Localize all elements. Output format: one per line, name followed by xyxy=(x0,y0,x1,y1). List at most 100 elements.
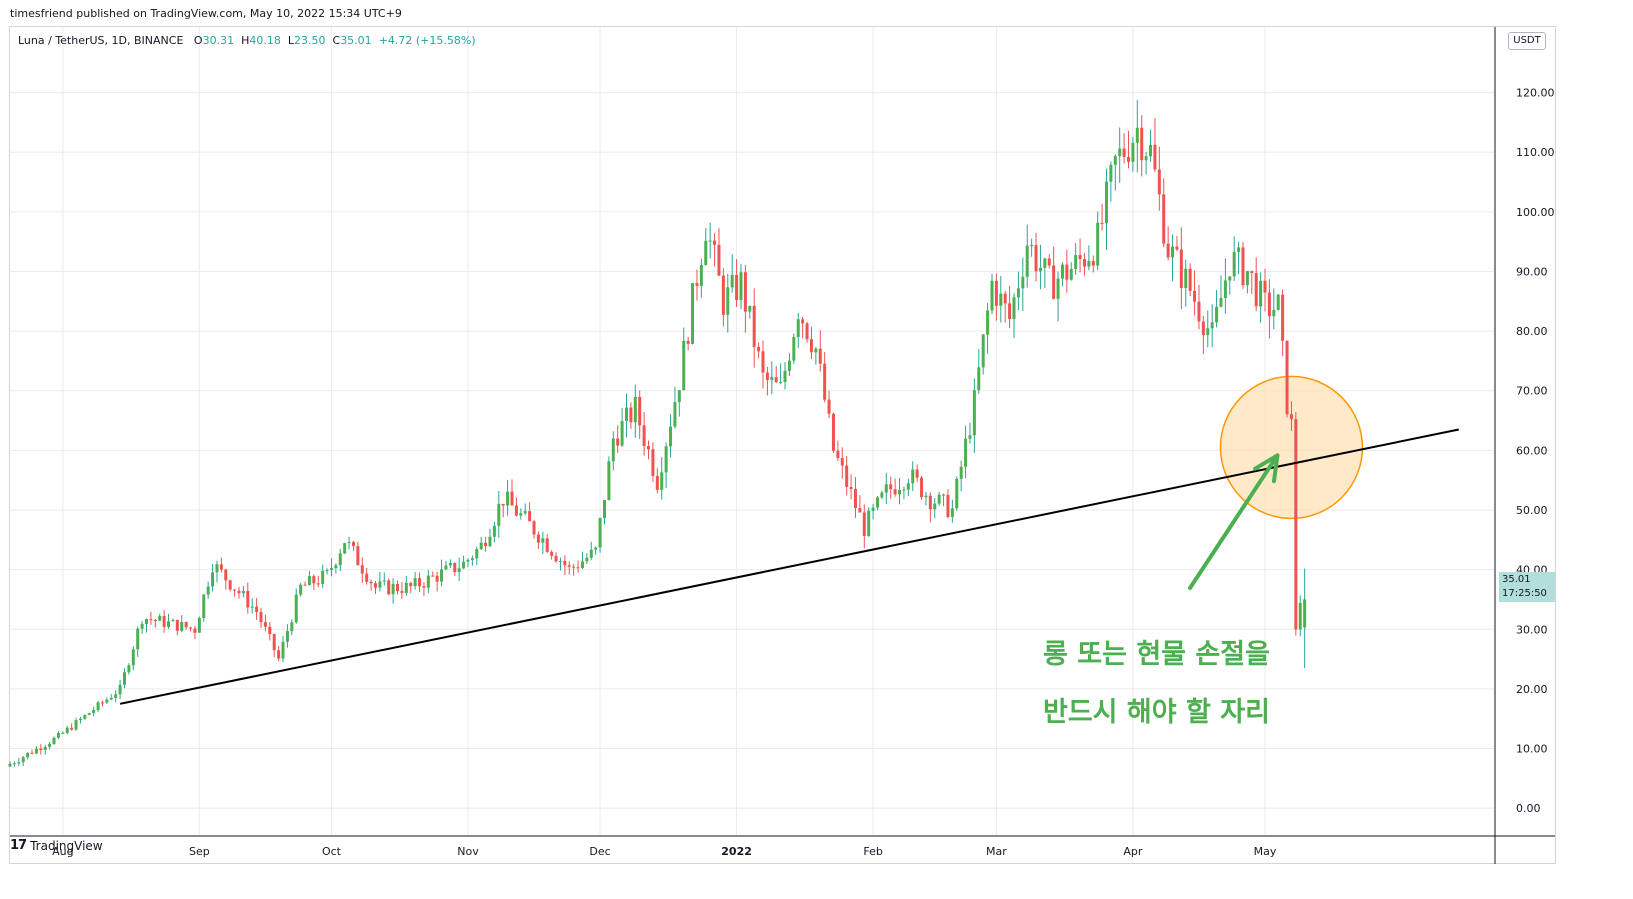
candle-body xyxy=(246,590,250,608)
candle-body xyxy=(849,486,853,489)
candle-body xyxy=(950,508,954,517)
candle-body xyxy=(114,694,118,698)
candle-body xyxy=(779,382,783,384)
candle-body xyxy=(92,710,96,714)
candle-body xyxy=(347,542,351,544)
candle-body xyxy=(920,477,924,498)
candle-body xyxy=(594,547,598,550)
candle-body xyxy=(721,275,725,315)
candle-body xyxy=(774,377,778,383)
candle-body xyxy=(911,469,915,484)
candle-body xyxy=(1188,268,1192,291)
candle-body xyxy=(325,570,329,572)
candle-body xyxy=(1118,148,1122,157)
candle-body xyxy=(567,565,571,567)
time-tick-label: Mar xyxy=(986,845,1007,858)
open-label: O xyxy=(193,34,203,47)
candle-body xyxy=(928,495,932,510)
candle-body xyxy=(743,272,747,312)
candle-body xyxy=(1171,246,1175,258)
candle-body xyxy=(404,582,408,593)
candle-body xyxy=(1052,265,1056,299)
candles xyxy=(8,100,1307,767)
candle-body xyxy=(418,578,422,587)
candle-body xyxy=(307,576,311,586)
grid-lines xyxy=(10,27,1494,835)
candle-body xyxy=(1272,309,1276,317)
candle-body xyxy=(1210,322,1214,329)
candle-body xyxy=(889,484,893,490)
candle-body xyxy=(959,466,963,479)
candle-body xyxy=(968,435,972,439)
candle-body xyxy=(624,407,628,422)
candle-body xyxy=(492,525,496,537)
price-tick-label: 70.00 xyxy=(1516,385,1548,398)
candle-body xyxy=(470,558,474,560)
candle-body xyxy=(1184,268,1188,289)
tradingview-footer[interactable]: 17 TradingView xyxy=(10,838,103,853)
candle-body xyxy=(294,594,298,623)
candle-body xyxy=(440,569,444,582)
candle-body xyxy=(87,713,91,715)
candle-body xyxy=(250,606,254,608)
last-price-value: 35.01 xyxy=(1502,574,1531,585)
candle-body xyxy=(435,575,439,582)
candle-body xyxy=(620,421,624,446)
candle-body xyxy=(629,407,633,423)
annotation-arrow xyxy=(1188,453,1280,590)
candle-body xyxy=(206,586,210,595)
candle-body xyxy=(554,555,558,562)
candle-body xyxy=(215,564,219,573)
candle-body xyxy=(1074,255,1078,269)
candle-body xyxy=(871,507,875,511)
candle-body xyxy=(704,240,708,265)
candle-body xyxy=(946,494,950,517)
candle-body xyxy=(761,351,765,373)
candle-body xyxy=(30,752,34,754)
candle-body xyxy=(413,578,417,587)
symbol-name[interactable]: Luna / TetherUS, 1D, BINANCE xyxy=(18,34,184,47)
candle-body xyxy=(510,491,514,506)
publisher-caption: timesfriend published on TradingView.com… xyxy=(10,7,402,20)
candle-body xyxy=(1008,303,1012,320)
candle-body xyxy=(78,718,82,721)
candle-body xyxy=(158,615,162,621)
candle-body xyxy=(299,584,303,595)
candle-body xyxy=(990,280,994,311)
candle-body xyxy=(642,425,646,447)
candle-body xyxy=(1267,292,1271,317)
candle-body xyxy=(1149,144,1153,157)
candle-body xyxy=(752,305,756,347)
candle-body xyxy=(1153,144,1157,170)
candle-body xyxy=(1254,272,1258,307)
candle-body xyxy=(867,510,871,537)
price-tick-label: 20.00 xyxy=(1516,683,1548,696)
candle-body xyxy=(1206,328,1210,336)
high-value: 40.18 xyxy=(249,34,281,47)
candle-body xyxy=(316,583,320,585)
tradingview-logo-icon: 17 xyxy=(10,838,27,853)
candle-body xyxy=(1285,340,1289,415)
candle-body xyxy=(484,542,488,547)
candle-body xyxy=(1060,264,1064,279)
candle-body xyxy=(277,650,281,659)
candle-body xyxy=(1003,293,1007,304)
candle-body xyxy=(105,699,109,703)
candle-body xyxy=(488,536,492,547)
candle-body xyxy=(545,538,549,552)
currency-unit-button[interactable]: USDT xyxy=(1508,32,1546,50)
candle-body xyxy=(739,272,743,301)
candle-body xyxy=(1038,267,1042,272)
candle-body xyxy=(906,483,910,490)
candle-body xyxy=(955,478,959,509)
candle-body xyxy=(541,538,545,543)
candle-body xyxy=(1263,280,1267,293)
candle-body xyxy=(669,426,673,447)
candle-body xyxy=(475,548,479,559)
candle-body xyxy=(937,494,941,504)
candle-body xyxy=(1056,278,1060,299)
candle-body xyxy=(792,337,796,361)
candle-body xyxy=(448,562,452,566)
time-tick-label: May xyxy=(1254,845,1277,858)
